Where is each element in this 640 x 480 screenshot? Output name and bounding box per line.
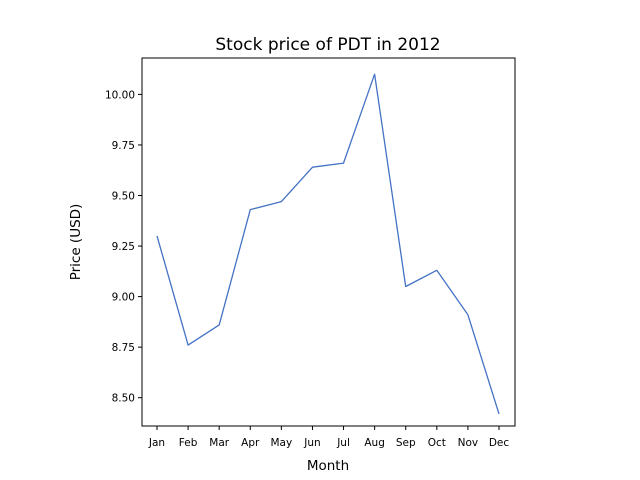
x-tick-label: Jul <box>336 437 350 449</box>
x-tick-label: Apr <box>241 437 260 449</box>
data-point <box>218 324 220 326</box>
x-tick-label: Feb <box>179 437 198 449</box>
x-tick-label: Dec <box>489 437 510 449</box>
x-axis-label: Month <box>307 458 349 474</box>
data-point <box>498 413 500 415</box>
y-axis-label: Price (USD) <box>68 204 84 281</box>
x-tick-label: Jan <box>148 437 165 449</box>
y-tick-label: 8.75 <box>112 342 135 354</box>
plot-area-frame <box>141 57 516 427</box>
data-point <box>187 344 189 346</box>
x-tick-label: Mar <box>209 437 229 449</box>
x-tick-label: Aug <box>364 437 385 449</box>
y-tick-label: 9.00 <box>112 292 135 304</box>
data-point <box>249 209 251 211</box>
y-tick-label: 9.75 <box>112 140 135 152</box>
y-tick-label: 10.00 <box>105 89 135 101</box>
x-axis: Jan Feb Mar Apr May Jun Jul Aug Sep Oct Nov Dec <box>148 426 509 449</box>
data-point <box>467 314 469 316</box>
x-tick-label: Oct <box>428 437 446 449</box>
x-tick-label: May <box>271 437 293 449</box>
chart-title: Stock price of PDT in 2012 <box>215 35 440 55</box>
data-point <box>436 269 438 271</box>
y-axis: 8.50 8.75 9.00 9.25 9.50 9.75 10.00 <box>105 89 142 405</box>
data-point <box>374 73 376 75</box>
data-point <box>311 166 313 168</box>
y-tick-label: 9.50 <box>112 190 135 202</box>
y-tick-label: 9.25 <box>112 241 135 253</box>
x-tick-label: Sep <box>396 437 416 449</box>
data-point <box>280 201 282 203</box>
data-point <box>405 285 407 287</box>
x-tick-label: Jun <box>303 437 320 449</box>
data-point <box>156 235 158 237</box>
y-tick-label: 8.50 <box>112 393 135 405</box>
data-point <box>343 162 345 164</box>
series-line <box>156 73 500 415</box>
x-tick-label: Nov <box>458 437 479 449</box>
